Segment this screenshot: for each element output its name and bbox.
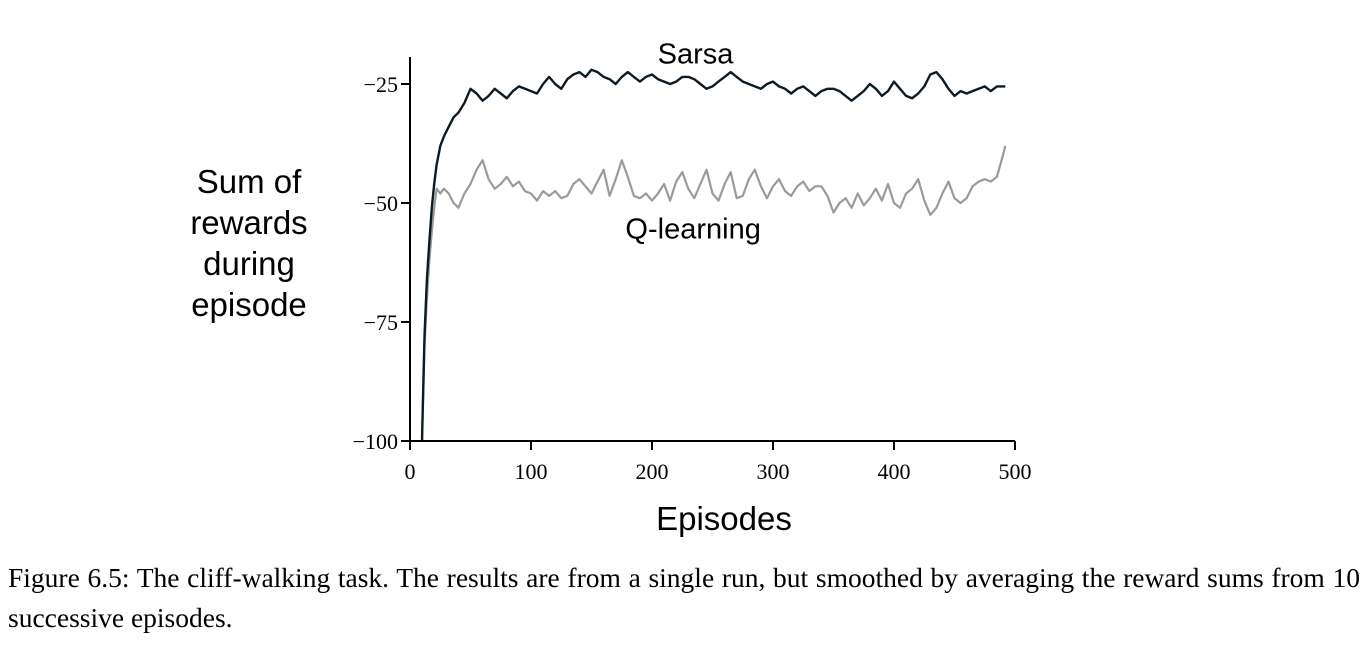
x-axis-label: Episodes [656,500,792,537]
y-axis-label: Sum of rewards during episode [190,163,307,323]
annotation-q-learning: Q-learning [625,214,760,246]
y-tick-label: −50 [364,191,398,216]
y-ticks: −25 −50 −75 −100 [353,72,410,454]
x-tick-label: 300 [757,459,790,484]
x-ticks: 0 100 200 300 400 500 [405,441,1032,484]
series-annotations: Sarsa Q-learning [625,39,760,246]
x-tick-label: 200 [636,459,669,484]
plot-lines [420,68,1007,441]
x-tick-label: 100 [515,459,548,484]
cliff-walking-chart: 0 100 200 300 400 500 −25 −50 −75 −100 Sarsa Q-le… [190,39,1032,537]
y-tick-label: −75 [364,310,398,335]
series-line-q-learning [421,145,1007,441]
series-line-sarsa [420,68,1006,441]
figure-caption: Figure 6.5: The cliff-walking task. The … [8,562,1360,633]
y-axis-label-line: rewards [190,204,307,241]
y-tick-label: −25 [364,72,398,97]
y-axis-label-line: during [203,245,295,282]
x-tick-label: 400 [878,459,911,484]
x-tick-label: 500 [999,459,1032,484]
y-axis-label-line: Sum of [197,163,302,200]
y-tick-label: −100 [353,429,398,454]
y-axis-label-line: episode [191,286,307,323]
x-tick-label: 0 [405,459,416,484]
annotation-sarsa: Sarsa [658,39,735,71]
